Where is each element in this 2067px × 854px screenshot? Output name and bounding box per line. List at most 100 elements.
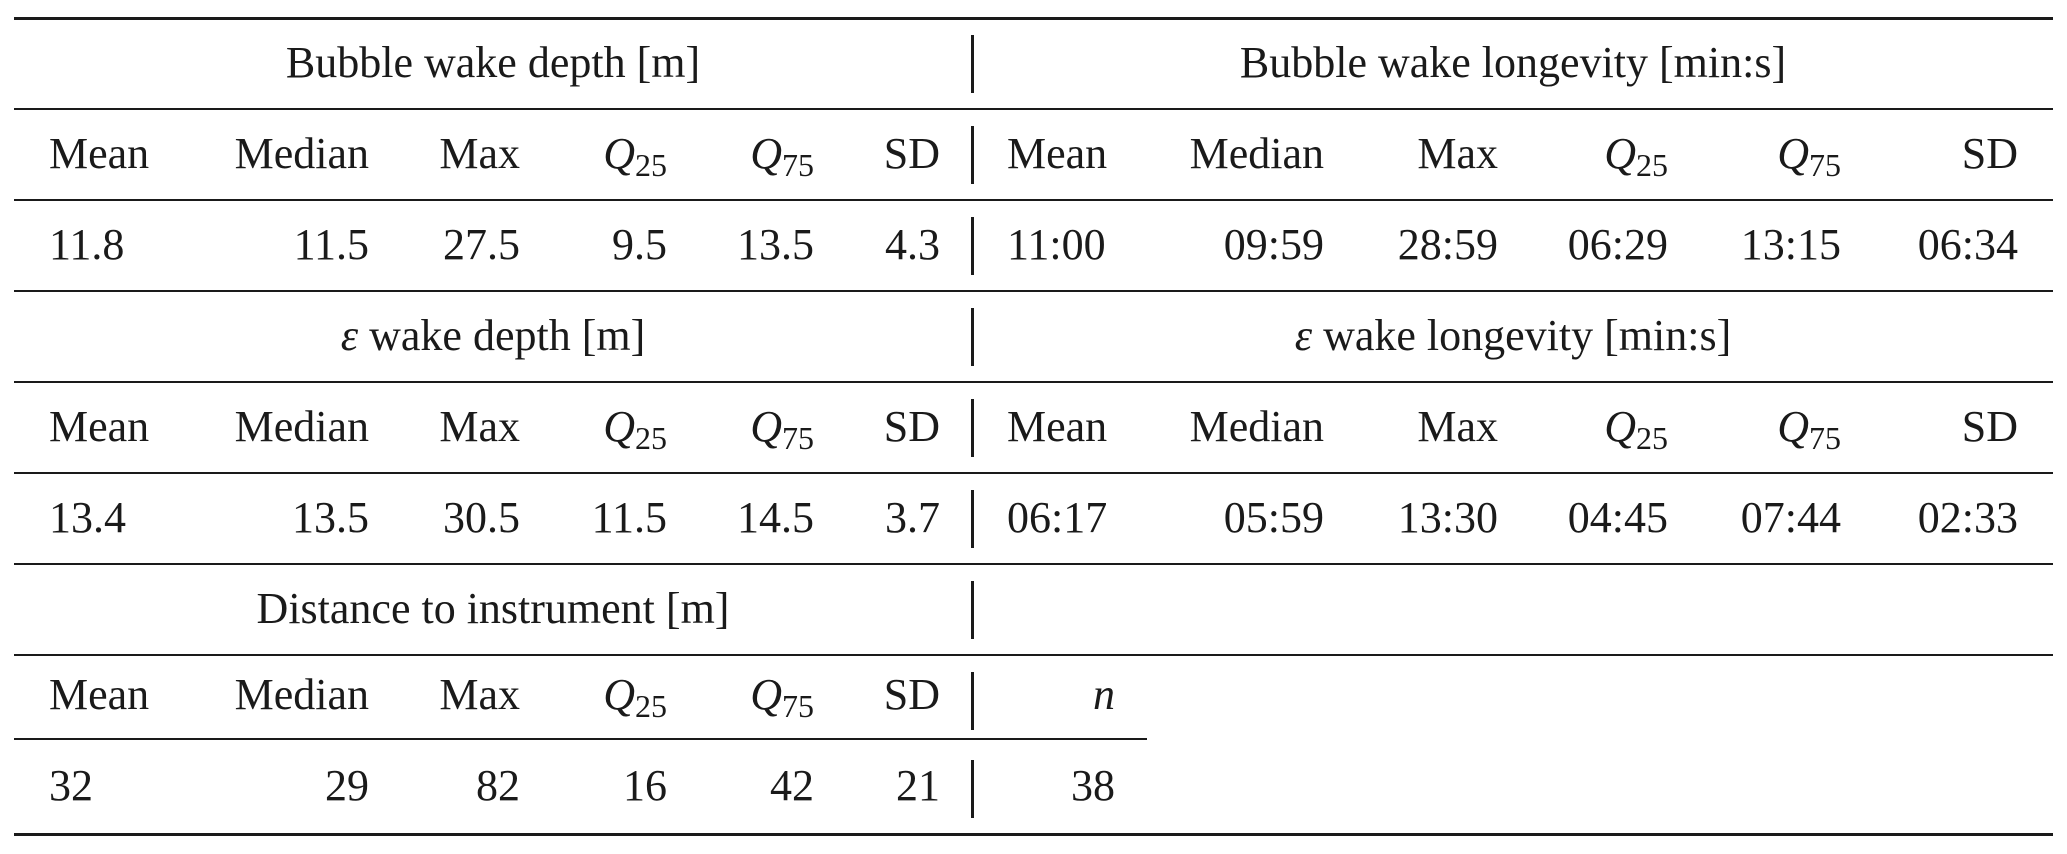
quartile-subscript: 75 [782, 420, 814, 456]
row-rule [14, 108, 2053, 110]
column-divider [971, 760, 974, 818]
column-divider [971, 399, 974, 457]
column-header: Max [439, 402, 520, 451]
epsilon-symbol: ε [340, 311, 359, 360]
column-header: Max [1417, 402, 1498, 451]
quartile-subscript: 75 [1809, 147, 1841, 183]
table-cell: 27.5 [443, 220, 520, 269]
column-divider [971, 126, 974, 184]
column-header: Q75 [1691, 109, 1841, 199]
table-bottom-rule [14, 833, 2053, 836]
column-header: Median [234, 129, 369, 178]
table-cell: 06:17 [1007, 493, 1108, 542]
table-cell: 13.4 [49, 493, 126, 542]
column-header: Mean [1007, 129, 1108, 178]
column-header: n [1093, 670, 1115, 719]
quartile-subscript: 25 [635, 420, 667, 456]
section-title: ε wake longevity [min:s] [973, 291, 2053, 381]
column-header: Q75 [1691, 382, 1841, 472]
column-header: Q25 [517, 382, 667, 472]
column-header: Q25 [1518, 109, 1668, 199]
column-header: Max [439, 129, 520, 178]
section-title-text: wake depth [m] [358, 311, 646, 360]
table-cell: 06:34 [1917, 220, 2018, 269]
table-cell: 3.7 [885, 493, 940, 542]
table-cell: 04:45 [1567, 493, 1668, 542]
section-title: ε wake depth [m] [14, 291, 972, 381]
quartile-subscript: 75 [782, 147, 814, 183]
column-divider [971, 217, 974, 275]
column-header: Max [439, 670, 520, 719]
column-header: Median [1189, 129, 1324, 178]
column-header: Q75 [664, 382, 814, 472]
column-divider [971, 490, 974, 548]
section-title: Bubble wake depth [m] [285, 38, 701, 87]
column-header: Mean [1007, 402, 1108, 451]
column-divider [971, 35, 974, 93]
quartile-letter: Q [750, 670, 782, 719]
quartile-subscript: 25 [635, 147, 667, 183]
table-cell: 16 [623, 761, 667, 810]
table-cell: 06:29 [1567, 220, 1668, 269]
quartile-letter: Q [603, 402, 635, 451]
table-cell: 07:44 [1740, 493, 1841, 542]
row-rule [14, 381, 2053, 383]
quartile-letter: Q [750, 129, 782, 178]
table-cell: 11.5 [293, 220, 369, 269]
table-cell: 9.5 [612, 220, 667, 269]
column-header: Q75 [664, 109, 814, 199]
quartile-letter: Q [1777, 402, 1809, 451]
table-cell: 21 [896, 761, 940, 810]
column-header: Q75 [664, 650, 814, 740]
column-header: SD [1961, 402, 2018, 451]
quartile-letter: Q [1604, 402, 1636, 451]
row-rule [14, 563, 2053, 565]
column-header: Q25 [517, 109, 667, 199]
column-divider [971, 581, 974, 639]
row-rule [14, 654, 2053, 656]
row-rule [14, 199, 2053, 201]
table-cell: 42 [770, 761, 814, 810]
table-cell: 28:59 [1397, 220, 1498, 269]
table-cell: 14.5 [737, 493, 814, 542]
table-cell: 30.5 [443, 493, 520, 542]
table-cell: 32 [49, 761, 93, 810]
table-cell: 13.5 [737, 220, 814, 269]
table-cell: 11:00 [1007, 220, 1106, 269]
table-cell: 09:59 [1223, 220, 1324, 269]
column-header: Mean [49, 402, 150, 451]
section-title: Bubble wake longevity [min:s] [1239, 38, 1787, 87]
column-header: Median [234, 402, 369, 451]
quartile-subscript: 75 [782, 688, 814, 724]
column-header: Median [1189, 402, 1324, 451]
column-divider [971, 308, 974, 366]
quartile-letter: Q [603, 129, 635, 178]
section-title-text: wake longevity [min:s] [1312, 311, 1732, 360]
table-cell: 02:33 [1917, 493, 2018, 542]
partial-rule [14, 738, 1147, 740]
table-cell: 4.3 [885, 220, 940, 269]
column-header: SD [883, 402, 940, 451]
column-header: Median [234, 670, 369, 719]
table-cell: 11.8 [49, 220, 125, 269]
table-top-rule [14, 17, 2053, 20]
column-header: Mean [49, 670, 150, 719]
table-cell: 29 [325, 761, 369, 810]
column-header: Q25 [1518, 382, 1668, 472]
quartile-subscript: 25 [1636, 420, 1668, 456]
column-header: Q25 [517, 650, 667, 740]
column-header: Max [1417, 129, 1498, 178]
column-header: Mean [49, 129, 150, 178]
table-cell: 38 [1071, 761, 1115, 810]
table-cell: 13:15 [1740, 220, 1841, 269]
quartile-letter: Q [603, 670, 635, 719]
table-cell: 82 [476, 761, 520, 810]
table-cell: 13.5 [292, 493, 369, 542]
row-rule [14, 472, 2053, 474]
epsilon-symbol: ε [1294, 311, 1313, 360]
quartile-letter: Q [1777, 129, 1809, 178]
quartile-letter: Q [1604, 129, 1636, 178]
column-header: SD [883, 670, 940, 719]
column-divider [971, 672, 974, 730]
